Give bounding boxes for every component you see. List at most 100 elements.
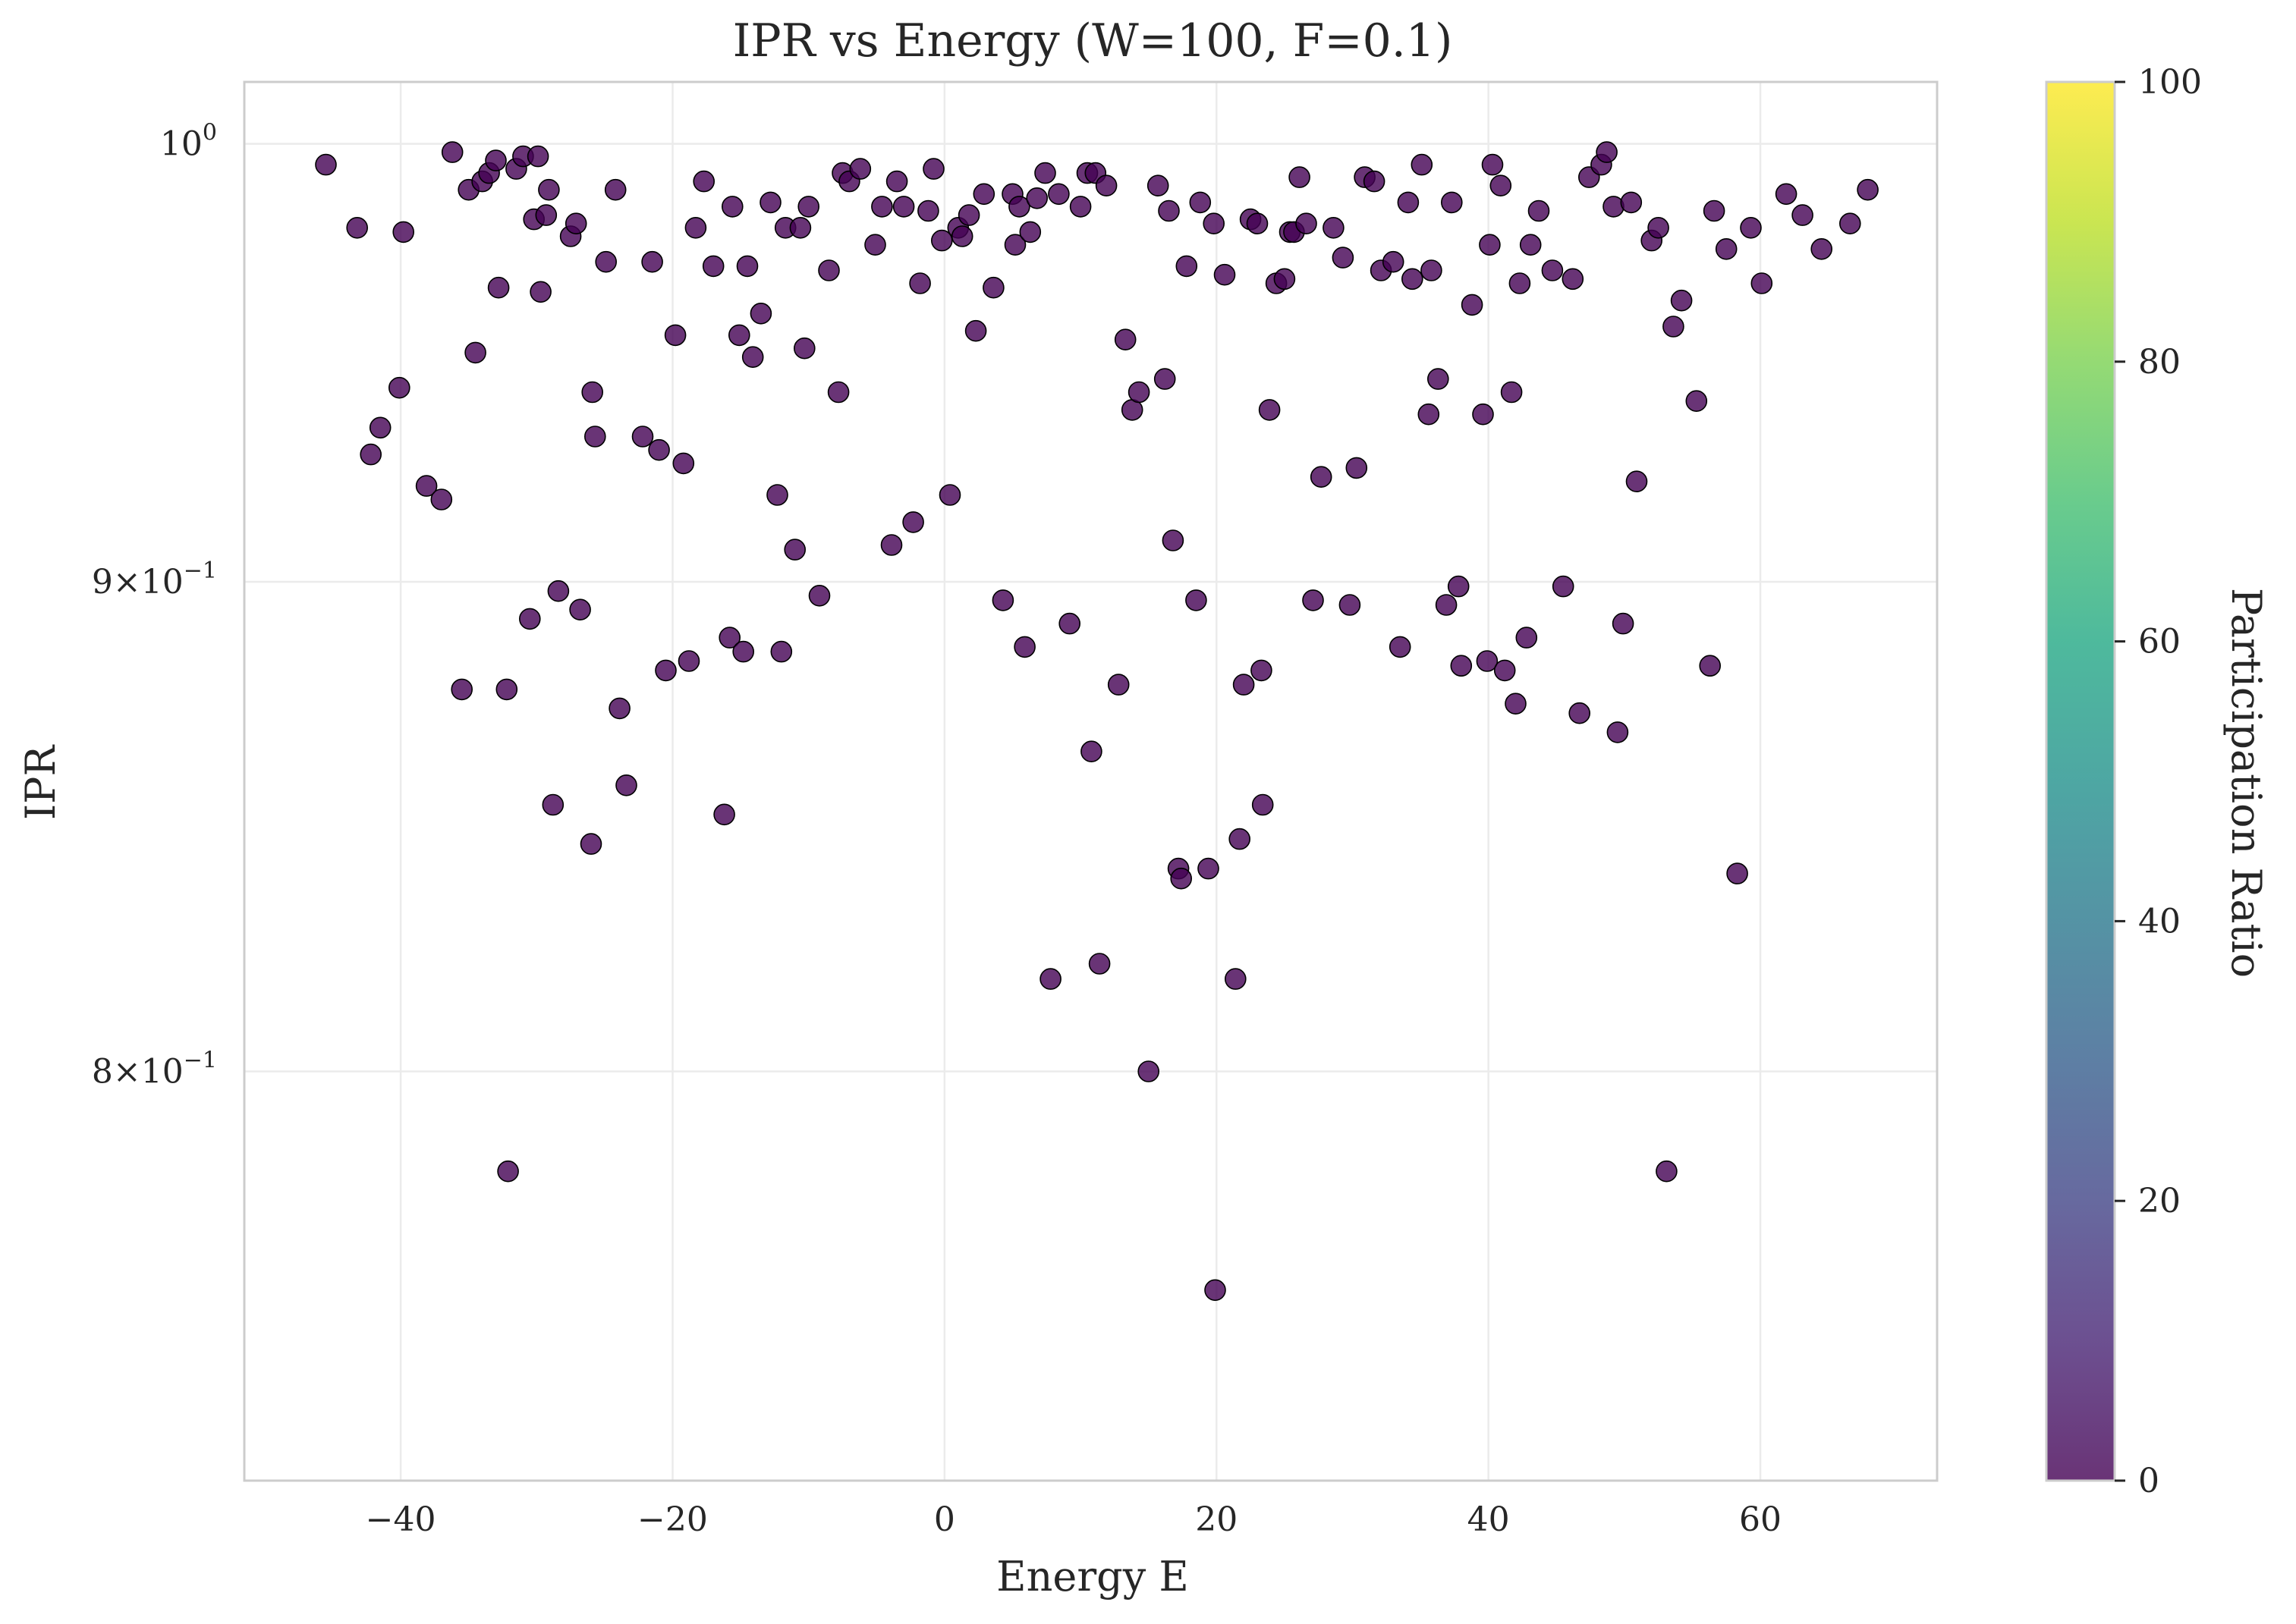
scatter-point	[615, 774, 637, 796]
scatter-point	[1401, 268, 1423, 291]
scatter-point	[827, 381, 850, 404]
scatter-point	[1411, 153, 1433, 176]
scatter-point	[1228, 828, 1250, 850]
scatter-point	[1128, 381, 1150, 404]
scatter-point	[360, 443, 382, 466]
scatter-point	[1363, 170, 1385, 193]
scatter-point	[1197, 857, 1219, 880]
scatter-point	[569, 598, 591, 621]
scatter-point	[1323, 216, 1345, 239]
scatter-point	[641, 250, 663, 273]
scatter-point	[1515, 627, 1538, 649]
scatter-point	[415, 475, 438, 497]
scatter-point	[1472, 403, 1494, 426]
scatter-point	[1258, 399, 1281, 421]
scatter-point	[485, 149, 507, 171]
scatter-point	[1699, 655, 1721, 677]
scatter-point	[1596, 141, 1618, 163]
scatter-point	[1088, 953, 1111, 975]
scatter-point	[1612, 612, 1634, 635]
scatter-point	[684, 216, 707, 239]
scatter-point	[1310, 466, 1332, 488]
scatter-point	[604, 178, 627, 201]
scatter-point	[797, 196, 819, 218]
y-tick-label-exponent: −1	[184, 1048, 217, 1074]
scatter-point	[818, 259, 840, 281]
scatter-point	[1435, 594, 1458, 616]
scatter-point	[655, 659, 677, 682]
scatter-point	[1620, 191, 1643, 214]
x-tick-label: 40	[1467, 1500, 1510, 1539]
scatter-point	[392, 221, 415, 243]
scatter-point	[1670, 289, 1693, 312]
scatter-point	[1107, 674, 1130, 696]
scatter-point	[1479, 234, 1501, 256]
x-tick-label: 20	[1195, 1500, 1238, 1539]
x-axis: −40 −20 0 20 40 60	[366, 1500, 1782, 1539]
scatter-point	[1508, 272, 1531, 294]
scatter-point	[1489, 174, 1512, 196]
scatter-point	[441, 141, 464, 163]
scatter-point	[794, 337, 816, 360]
colorbar-tick-label: 40	[2138, 902, 2181, 941]
scatter-point	[1026, 187, 1048, 209]
scatter-point	[1273, 268, 1296, 291]
scatter-point	[849, 158, 872, 180]
plot-background	[244, 82, 1937, 1481]
scatter-point	[1662, 316, 1684, 338]
scatter-point	[983, 276, 1005, 299]
scatter-point	[702, 255, 725, 278]
scatter-point	[1008, 196, 1030, 218]
scatter-point	[1656, 1160, 1678, 1183]
scatter-point	[678, 650, 700, 672]
scatter-point	[1146, 174, 1169, 196]
y-tick-label-base: 10	[160, 125, 203, 164]
scatter-point	[951, 225, 973, 247]
scatter-point	[1420, 259, 1442, 281]
scatter-point	[1647, 216, 1669, 239]
scatter-point	[1203, 212, 1225, 235]
scatter-point	[1750, 272, 1773, 294]
scatter-point	[1162, 529, 1184, 551]
scatter-point	[864, 234, 886, 256]
scatter-point	[917, 199, 939, 222]
scatter-point	[1606, 721, 1629, 743]
scatter-point	[1014, 636, 1036, 658]
scatter-point	[728, 324, 750, 347]
scatter-point	[1461, 294, 1483, 316]
scatter-point	[1775, 183, 1797, 206]
scatter-point	[535, 204, 558, 226]
scatter-point	[1332, 247, 1354, 269]
scatter-point	[346, 216, 369, 239]
grid	[244, 82, 1937, 1481]
colorbar-tick-label: 0	[2138, 1462, 2159, 1500]
scatter-point	[931, 229, 953, 252]
scatter-point	[736, 255, 759, 278]
scatter-points	[315, 141, 1879, 1302]
scatter-point	[1476, 650, 1499, 672]
scatter-point	[880, 534, 903, 556]
scatter-point	[1505, 693, 1527, 715]
scatter-point	[547, 580, 570, 602]
scatter-point	[530, 281, 552, 303]
scatter-point	[565, 212, 587, 235]
y-tick-label-base: 8×10	[92, 1053, 184, 1092]
scatter-point	[693, 170, 716, 193]
x-tick-label: −40	[366, 1500, 436, 1539]
colorbar-frame	[2045, 80, 2116, 1482]
y-tick-label: 100	[160, 120, 217, 164]
scatter-point	[973, 183, 995, 206]
scatter-point	[369, 416, 392, 439]
scatter-point	[1810, 237, 1832, 260]
scatter-point	[1246, 212, 1269, 235]
scatter-point	[871, 196, 893, 218]
scatter-point	[1232, 674, 1255, 696]
scatter-point	[518, 608, 541, 630]
scatter-point	[595, 250, 618, 273]
scatter-point	[648, 438, 670, 461]
scatter-point	[664, 324, 687, 347]
scatter-point	[750, 302, 772, 325]
scatter-point	[1080, 740, 1102, 763]
x-tick-label: −20	[637, 1500, 708, 1539]
